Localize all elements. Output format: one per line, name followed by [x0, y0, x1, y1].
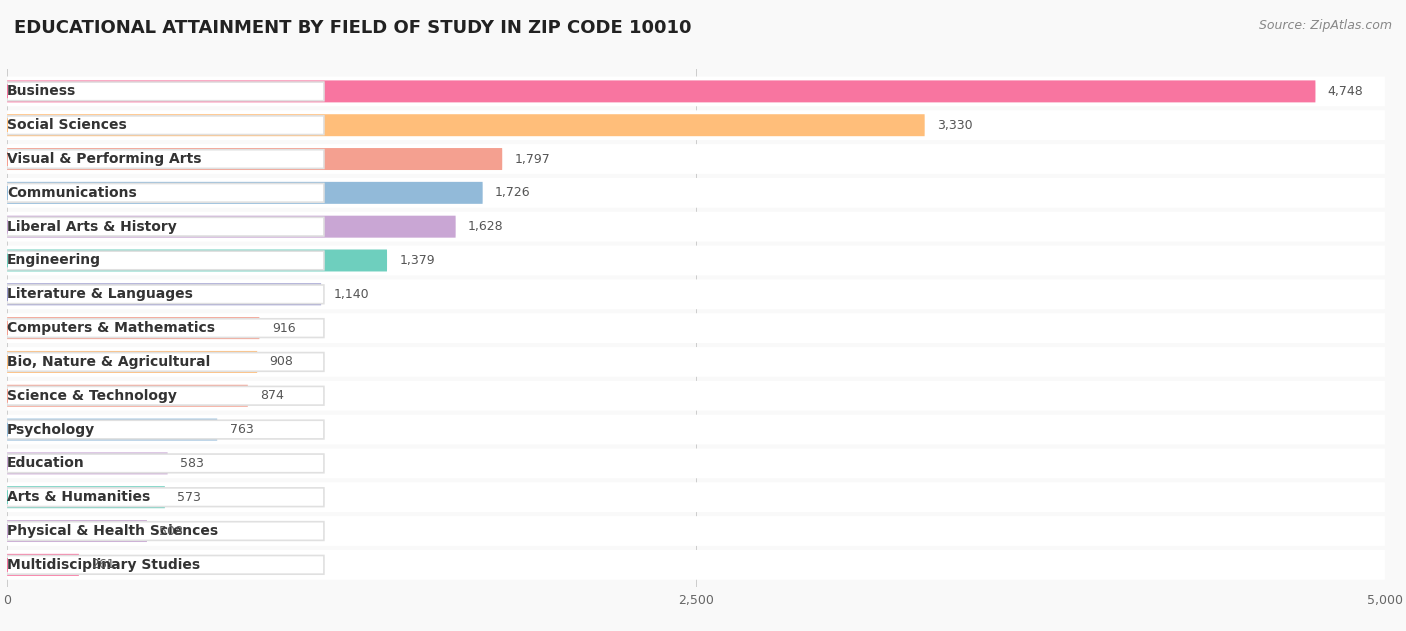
FancyBboxPatch shape	[7, 520, 148, 542]
FancyBboxPatch shape	[7, 148, 502, 170]
FancyBboxPatch shape	[7, 178, 1385, 208]
Text: 1,726: 1,726	[495, 186, 530, 199]
Text: Psychology: Psychology	[7, 423, 96, 437]
FancyBboxPatch shape	[7, 184, 323, 202]
FancyBboxPatch shape	[7, 216, 456, 238]
FancyBboxPatch shape	[7, 110, 1385, 140]
FancyBboxPatch shape	[7, 516, 1385, 546]
FancyBboxPatch shape	[7, 454, 323, 473]
FancyBboxPatch shape	[7, 283, 321, 305]
Text: 916: 916	[271, 322, 295, 334]
FancyBboxPatch shape	[7, 420, 323, 439]
Text: Visual & Performing Arts: Visual & Performing Arts	[7, 152, 201, 166]
FancyBboxPatch shape	[7, 280, 1385, 309]
FancyBboxPatch shape	[7, 217, 323, 236]
Text: 4,748: 4,748	[1327, 85, 1364, 98]
FancyBboxPatch shape	[7, 385, 247, 407]
FancyBboxPatch shape	[7, 550, 1385, 580]
FancyBboxPatch shape	[7, 555, 323, 574]
Text: 1,140: 1,140	[333, 288, 370, 301]
FancyBboxPatch shape	[7, 487, 165, 508]
Text: 583: 583	[180, 457, 204, 470]
Text: 261: 261	[91, 558, 115, 571]
FancyBboxPatch shape	[7, 522, 323, 540]
Text: Science & Technology: Science & Technology	[7, 389, 177, 403]
FancyBboxPatch shape	[7, 317, 260, 339]
Text: 1,628: 1,628	[468, 220, 503, 233]
FancyBboxPatch shape	[7, 150, 323, 168]
Text: Education: Education	[7, 456, 84, 470]
FancyBboxPatch shape	[7, 245, 1385, 275]
Text: Source: ZipAtlas.com: Source: ZipAtlas.com	[1258, 19, 1392, 32]
FancyBboxPatch shape	[7, 347, 1385, 377]
Text: 763: 763	[229, 423, 253, 436]
FancyBboxPatch shape	[7, 418, 218, 440]
Text: Engineering: Engineering	[7, 254, 101, 268]
Text: 3,330: 3,330	[938, 119, 973, 132]
Text: Multidisciplinary Studies: Multidisciplinary Studies	[7, 558, 200, 572]
FancyBboxPatch shape	[7, 353, 323, 371]
FancyBboxPatch shape	[7, 249, 387, 271]
Text: Social Sciences: Social Sciences	[7, 118, 127, 133]
FancyBboxPatch shape	[7, 415, 1385, 444]
FancyBboxPatch shape	[7, 76, 1385, 106]
FancyBboxPatch shape	[7, 80, 1316, 102]
Text: 573: 573	[177, 491, 201, 504]
Text: Physical & Health Sciences: Physical & Health Sciences	[7, 524, 218, 538]
Text: 1,797: 1,797	[515, 153, 550, 165]
Text: EDUCATIONAL ATTAINMENT BY FIELD OF STUDY IN ZIP CODE 10010: EDUCATIONAL ATTAINMENT BY FIELD OF STUDY…	[14, 19, 692, 37]
Text: Literature & Languages: Literature & Languages	[7, 287, 193, 301]
FancyBboxPatch shape	[7, 452, 167, 475]
FancyBboxPatch shape	[7, 313, 1385, 343]
FancyBboxPatch shape	[7, 285, 323, 304]
FancyBboxPatch shape	[7, 449, 1385, 478]
FancyBboxPatch shape	[7, 351, 257, 373]
Text: Business: Business	[7, 85, 76, 98]
FancyBboxPatch shape	[7, 386, 323, 405]
FancyBboxPatch shape	[7, 82, 323, 101]
Text: Arts & Humanities: Arts & Humanities	[7, 490, 150, 504]
Text: Liberal Arts & History: Liberal Arts & History	[7, 220, 177, 233]
FancyBboxPatch shape	[7, 144, 1385, 174]
Text: 908: 908	[270, 355, 294, 369]
FancyBboxPatch shape	[7, 381, 1385, 411]
FancyBboxPatch shape	[7, 319, 323, 338]
FancyBboxPatch shape	[7, 182, 482, 204]
Text: Bio, Nature & Agricultural: Bio, Nature & Agricultural	[7, 355, 211, 369]
Text: 1,379: 1,379	[399, 254, 434, 267]
FancyBboxPatch shape	[7, 251, 323, 270]
Text: Computers & Mathematics: Computers & Mathematics	[7, 321, 215, 335]
FancyBboxPatch shape	[7, 114, 925, 136]
FancyBboxPatch shape	[7, 554, 79, 576]
FancyBboxPatch shape	[7, 212, 1385, 242]
Text: Communications: Communications	[7, 186, 136, 200]
FancyBboxPatch shape	[7, 116, 323, 134]
FancyBboxPatch shape	[7, 488, 323, 507]
Text: 508: 508	[159, 524, 183, 538]
FancyBboxPatch shape	[7, 482, 1385, 512]
Text: 874: 874	[260, 389, 284, 402]
